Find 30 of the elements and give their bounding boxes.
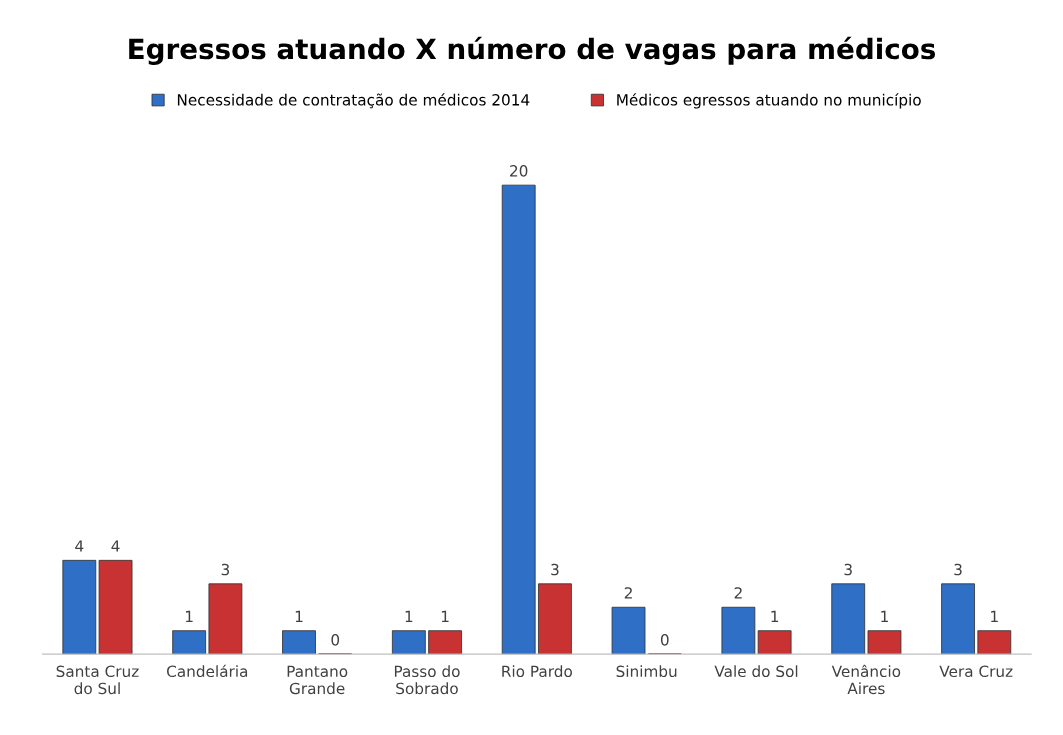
- legend-label: Médicos egressos atuando no município: [617, 93, 921, 109]
- x-tick-label: Passo do Sobrado: [394, 665, 460, 695]
- data-label: 0: [331, 634, 340, 646]
- x-tick-label: Candelária: [166, 664, 248, 678]
- x-tick-label: Rio Pardo: [502, 665, 572, 678]
- data-label: 2: [734, 587, 742, 599]
- x-tick-label: Venâncio Aires: [831, 664, 901, 695]
- data-label: 3: [954, 563, 962, 576]
- data-label: 1: [881, 610, 888, 622]
- data-label: 20: [510, 165, 528, 177]
- x-tick-label: Vera Cruz: [939, 665, 1013, 678]
- data-label: 0: [660, 634, 669, 646]
- data-label: 3: [844, 563, 852, 576]
- data-label: 4: [111, 540, 120, 552]
- x-tick-label: Vale do Sol: [714, 665, 798, 678]
- data-label: 4: [75, 540, 84, 552]
- data-label: 1: [441, 610, 449, 622]
- chart-title: Egressos atuando X número de vagas para médicos: [129, 36, 936, 65]
- x-tick-label: Pantano Grande: [287, 665, 348, 695]
- data-label: 2: [624, 587, 632, 599]
- data-label: 3: [551, 563, 559, 576]
- data-label: 1: [295, 610, 303, 622]
- data-label: 1: [991, 610, 998, 622]
- data-label: 1: [771, 610, 779, 622]
- data-label: 3: [221, 563, 230, 576]
- legend-label: Necessidade de contratação de médicos 2014: [177, 93, 530, 109]
- data-label: 1: [405, 610, 413, 622]
- x-tick-label: Sinimbu: [616, 665, 677, 678]
- x-tick-label: Santa Cruz do Sul: [56, 665, 139, 695]
- data-label: 1: [185, 610, 193, 622]
